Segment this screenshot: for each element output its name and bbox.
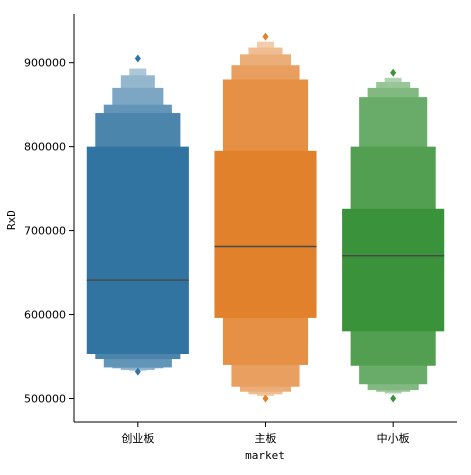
y-tick-label: 700000: [24, 225, 66, 238]
x-tick-label: 主板: [255, 431, 277, 445]
plot-area: [86, 32, 445, 403]
boxen-box: [214, 150, 317, 318]
boxen-box: [342, 208, 445, 332]
boxen-box: [86, 146, 189, 354]
outlier-point: [262, 32, 269, 41]
outlier-point: [390, 394, 397, 403]
y-axis-label: RxD: [5, 210, 18, 230]
outlier-point: [390, 68, 397, 77]
y-tick-label: 600000: [24, 309, 66, 322]
y-tick-label: 800000: [24, 141, 66, 154]
x-axis-label: market: [245, 449, 285, 462]
y-tick-label: 900000: [24, 57, 66, 70]
x-tick-label: 中小板: [377, 431, 410, 445]
x-tick-label: 创业板: [121, 431, 154, 445]
outlier-point: [134, 367, 141, 376]
axes: 500000 600000 700000 800000 900000 创业板 主板 中小板: [24, 14, 457, 445]
y-tick-label: 500000: [24, 392, 66, 405]
outlier-point: [134, 54, 141, 63]
outlier-point: [262, 394, 269, 403]
